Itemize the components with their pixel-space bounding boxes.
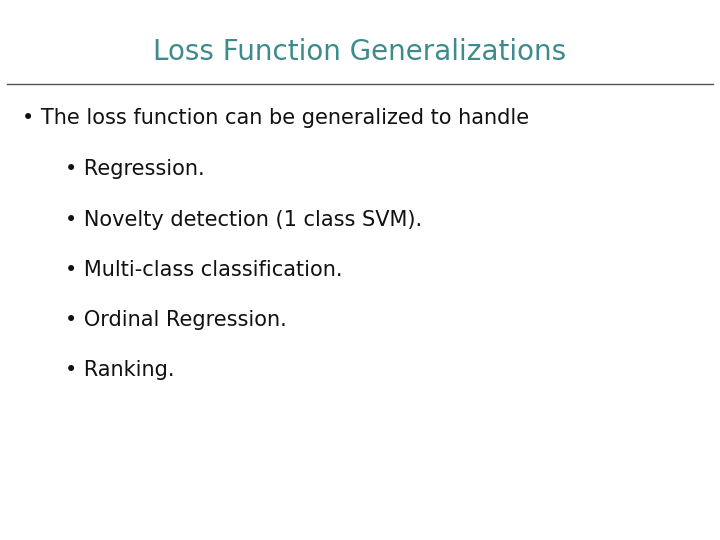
Text: • Multi-class classification.: • Multi-class classification. bbox=[65, 260, 342, 280]
Text: • Regression.: • Regression. bbox=[65, 159, 204, 179]
Text: • The loss function can be generalized to handle: • The loss function can be generalized t… bbox=[22, 108, 528, 128]
Text: • Ranking.: • Ranking. bbox=[65, 360, 174, 380]
Text: Loss Function Generalizations: Loss Function Generalizations bbox=[153, 38, 567, 66]
Text: • Novelty detection (1 class SVM).: • Novelty detection (1 class SVM). bbox=[65, 210, 422, 230]
Text: • Ordinal Regression.: • Ordinal Regression. bbox=[65, 310, 287, 330]
